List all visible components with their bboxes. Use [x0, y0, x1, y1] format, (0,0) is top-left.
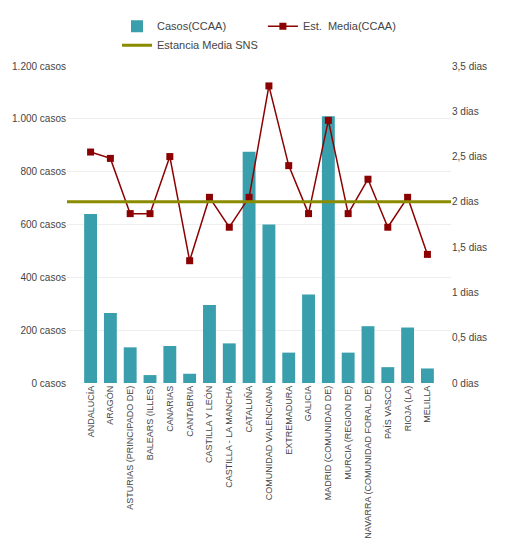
- svg-text:NAVARRA (COMUNIDAD FORAL DE): NAVARRA (COMUNIDAD FORAL DE): [363, 386, 373, 539]
- svg-text:CANTABRIA: CANTABRIA: [185, 386, 195, 437]
- svg-text:RIOJA (LA): RIOJA (LA): [403, 386, 413, 432]
- svg-text:1.200 casos: 1.200 casos: [12, 61, 66, 72]
- svg-text:0 casos: 0 casos: [32, 378, 66, 389]
- svg-text:Est. Media(CCAA): Est. Media(CCAA): [303, 20, 396, 32]
- svg-text:BALEARS (ILLES): BALEARS (ILLES): [145, 386, 155, 461]
- svg-text:800 casos: 800 casos: [20, 166, 66, 177]
- svg-text:CASTILLA - LA MANCHA: CASTILLA - LA MANCHA: [224, 386, 234, 488]
- svg-text:1 dias: 1 dias: [452, 287, 479, 298]
- svg-text:2 dias: 2 dias: [452, 196, 479, 207]
- svg-text:0 dias: 0 dias: [452, 378, 479, 389]
- svg-text:600 casos: 600 casos: [20, 219, 66, 230]
- svg-text:400 casos: 400 casos: [20, 272, 66, 283]
- svg-text:1.000 casos: 1.000 casos: [12, 113, 66, 124]
- svg-text:COMUNIDAD VALENCIANA: COMUNIDAD VALENCIANA: [264, 386, 274, 500]
- svg-text:MURCIA (REGION DE): MURCIA (REGION DE): [343, 386, 353, 480]
- svg-text:GALICIA: GALICIA: [303, 386, 313, 422]
- svg-text:Estancia Media SNS: Estancia Media SNS: [157, 39, 258, 51]
- svg-text:ASTURIAS (PRINCIPADO DE): ASTURIAS (PRINCIPADO DE): [125, 386, 135, 510]
- svg-text:ANDALUCÍA: ANDALUCÍA: [86, 386, 96, 438]
- svg-text:CATALUÑA: CATALUÑA: [244, 386, 254, 433]
- svg-text:EXTREMADURA: EXTREMADURA: [284, 386, 294, 455]
- svg-text:MELILLA: MELILLA: [422, 386, 432, 423]
- svg-text:MADRID (COMUNIDAD DE): MADRID (COMUNIDAD DE): [323, 386, 333, 501]
- svg-text:2,5 dias: 2,5 dias: [452, 151, 487, 162]
- svg-text:1,5 dias: 1,5 dias: [452, 242, 487, 253]
- svg-text:0,5 dias: 0,5 dias: [452, 332, 487, 343]
- svg-text:CANARIAS: CANARIAS: [165, 386, 175, 432]
- svg-text:ARAGÓN: ARAGÓN: [105, 386, 115, 425]
- svg-text:CASTILLA Y LEÓN: CASTILLA Y LEÓN: [204, 386, 214, 463]
- svg-text:3 dias: 3 dias: [452, 106, 479, 117]
- svg-text:PAÍS VASCO: PAÍS VASCO: [383, 386, 393, 439]
- svg-text:Casos(CCAA): Casos(CCAA): [157, 20, 226, 32]
- svg-text:3,5 dias: 3,5 dias: [452, 61, 487, 72]
- svg-text:200 casos: 200 casos: [20, 325, 66, 336]
